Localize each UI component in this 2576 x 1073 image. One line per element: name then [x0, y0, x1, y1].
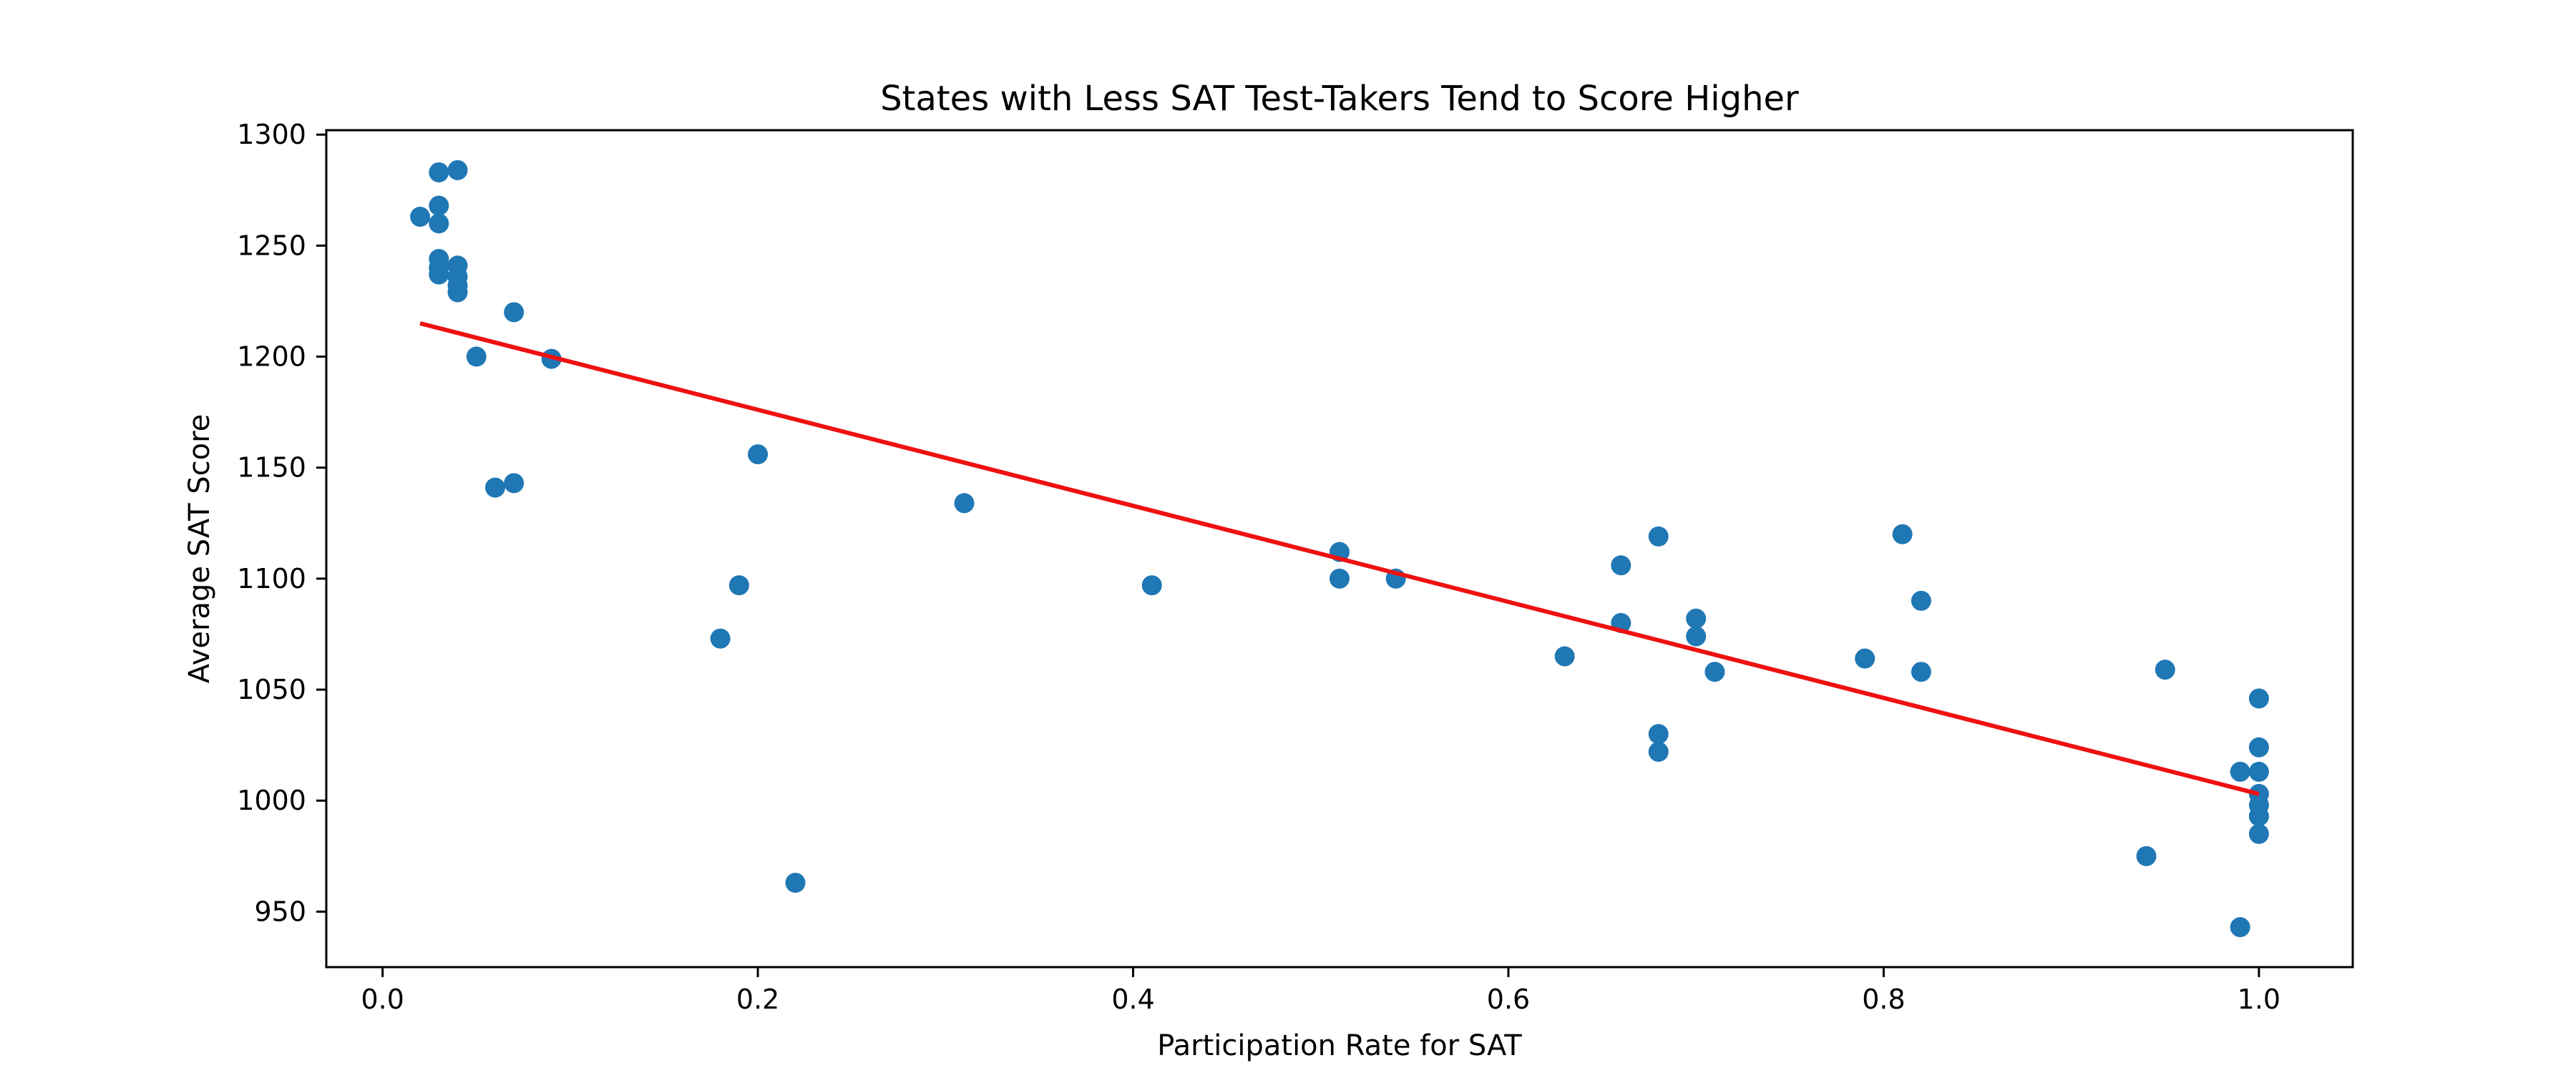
data-point — [1648, 724, 1669, 745]
data-point — [1911, 662, 1931, 682]
x-tick-label: 0.8 — [1862, 984, 1905, 1015]
data-point — [1330, 568, 1350, 589]
y-tick-label: 1250 — [237, 230, 306, 261]
trend-layer — [419, 321, 2260, 796]
trend-line — [419, 321, 2260, 796]
x-tick-label: 1.0 — [2238, 984, 2280, 1015]
data-point — [748, 444, 769, 465]
data-point — [2230, 761, 2250, 782]
plot-frame — [325, 129, 2354, 969]
data-point — [2248, 761, 2269, 782]
y-axis-label: Average SAT Score — [183, 414, 216, 684]
data-point — [2248, 737, 2269, 758]
y-tick-label: 1050 — [237, 674, 306, 705]
data-point — [466, 346, 487, 367]
data-point — [485, 477, 505, 498]
data-point — [1648, 526, 1669, 547]
data-point — [954, 493, 975, 514]
data-point — [429, 162, 449, 182]
x-tick-label: 0.6 — [1487, 984, 1530, 1015]
y-tick-label: 1150 — [237, 452, 306, 484]
data-point — [2230, 917, 2250, 938]
data-point — [1686, 608, 1707, 629]
x-tick-label: 0.0 — [361, 984, 404, 1015]
chart-title: States with Less SAT Test-Takers Tend to… — [880, 79, 1799, 119]
data-point — [429, 195, 449, 216]
data-point — [2155, 660, 2175, 680]
data-point — [504, 302, 525, 323]
data-point — [728, 575, 749, 596]
points-layer — [410, 160, 2269, 938]
data-point — [1141, 575, 1162, 596]
tick-layer: 0.0 0.2 0.4 0.6 0.8 1.0 950 1000 1050 1100 1150 120… — [237, 119, 2280, 1015]
y-tick-label: 1000 — [237, 785, 306, 816]
x-axis-label: Participation Rate for SAT — [1157, 1029, 1522, 1062]
data-point — [429, 213, 449, 234]
data-point — [710, 628, 731, 649]
y-tick-label: 1300 — [237, 119, 306, 150]
data-point — [1704, 662, 1725, 682]
data-point — [1686, 626, 1707, 647]
data-point — [785, 873, 806, 893]
y-tick-label: 950 — [254, 896, 306, 927]
data-point — [2248, 823, 2269, 844]
data-point — [1892, 524, 1913, 544]
data-point — [2248, 805, 2269, 826]
data-point — [429, 264, 449, 285]
y-tick-label: 1100 — [237, 563, 306, 594]
data-point — [1611, 555, 1631, 576]
data-point — [1648, 741, 1669, 762]
data-point — [504, 473, 525, 494]
x-tick-label: 0.2 — [736, 984, 779, 1015]
data-point — [2136, 846, 2157, 866]
data-point — [2248, 688, 2269, 709]
data-point — [1855, 648, 1875, 669]
data-point — [1554, 646, 1575, 667]
data-point — [447, 160, 468, 180]
data-point — [1911, 590, 1931, 611]
data-point — [447, 282, 468, 303]
data-point — [410, 207, 431, 227]
y-tick-label: 1200 — [237, 341, 306, 373]
x-tick-label: 0.4 — [1111, 984, 1154, 1015]
